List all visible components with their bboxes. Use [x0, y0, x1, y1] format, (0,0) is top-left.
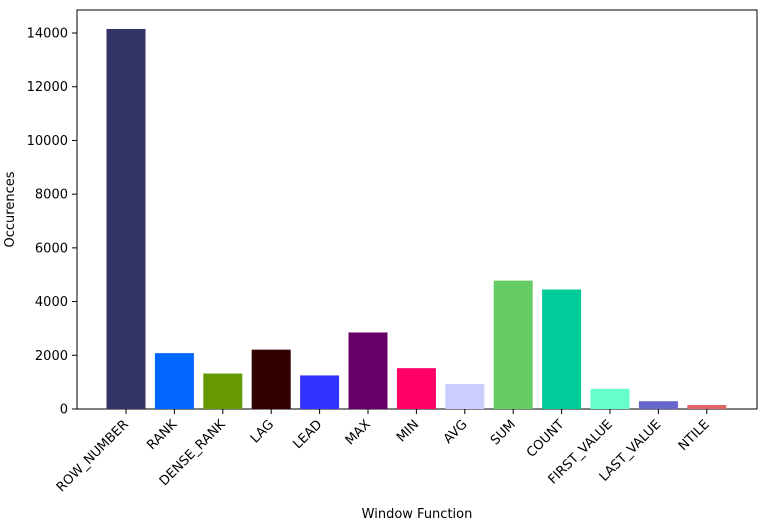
bar-sum — [493, 280, 533, 409]
y-tick-label: 8000 — [35, 188, 68, 203]
bar-max — [348, 332, 388, 409]
y-tick-label: 6000 — [35, 241, 68, 256]
bar-dense-rank — [203, 373, 243, 409]
bar-count — [542, 289, 582, 409]
y-tick-label: 4000 — [35, 295, 68, 310]
x-tick-label: RANK — [144, 417, 180, 453]
bar-min — [396, 368, 436, 409]
y-tick-label: 0 — [60, 403, 68, 418]
bar-ntile — [687, 404, 727, 409]
x-tick-label: LEAD — [291, 417, 326, 452]
y-tick-label: 10000 — [27, 134, 68, 149]
bar-first-value — [590, 388, 630, 409]
y-tick-label: 14000 — [27, 27, 68, 42]
x-tick-label: COUNT — [524, 417, 568, 461]
bar-lag — [251, 349, 291, 409]
x-tick-label: MAX — [343, 417, 374, 448]
x-tick-label: NTILE — [676, 417, 713, 454]
bar-avg — [445, 384, 485, 409]
plot-frame — [76, 9, 758, 410]
bar-rank — [154, 353, 194, 409]
x-tick-label: MIN — [394, 417, 422, 445]
y-axis: 0 2000 4000 6000 8000 10000 12000 14000 — [27, 27, 77, 418]
x-tick-label: ROW_NUMBER — [54, 417, 132, 495]
bar-last-value — [638, 401, 678, 409]
bar-lead — [300, 375, 340, 409]
x-tick-label: SUM — [488, 417, 519, 448]
bars — [106, 28, 727, 409]
x-tick-label: LAG — [248, 417, 277, 446]
bar-row-number — [106, 28, 146, 409]
x-axis-title: Window Function — [362, 507, 473, 520]
y-tick-label: 12000 — [27, 80, 68, 95]
plot-area — [76, 9, 758, 410]
y-tick-label: 2000 — [35, 349, 68, 364]
x-tick-label: AVG — [441, 417, 471, 447]
y-axis-title: Occurences — [3, 171, 18, 247]
